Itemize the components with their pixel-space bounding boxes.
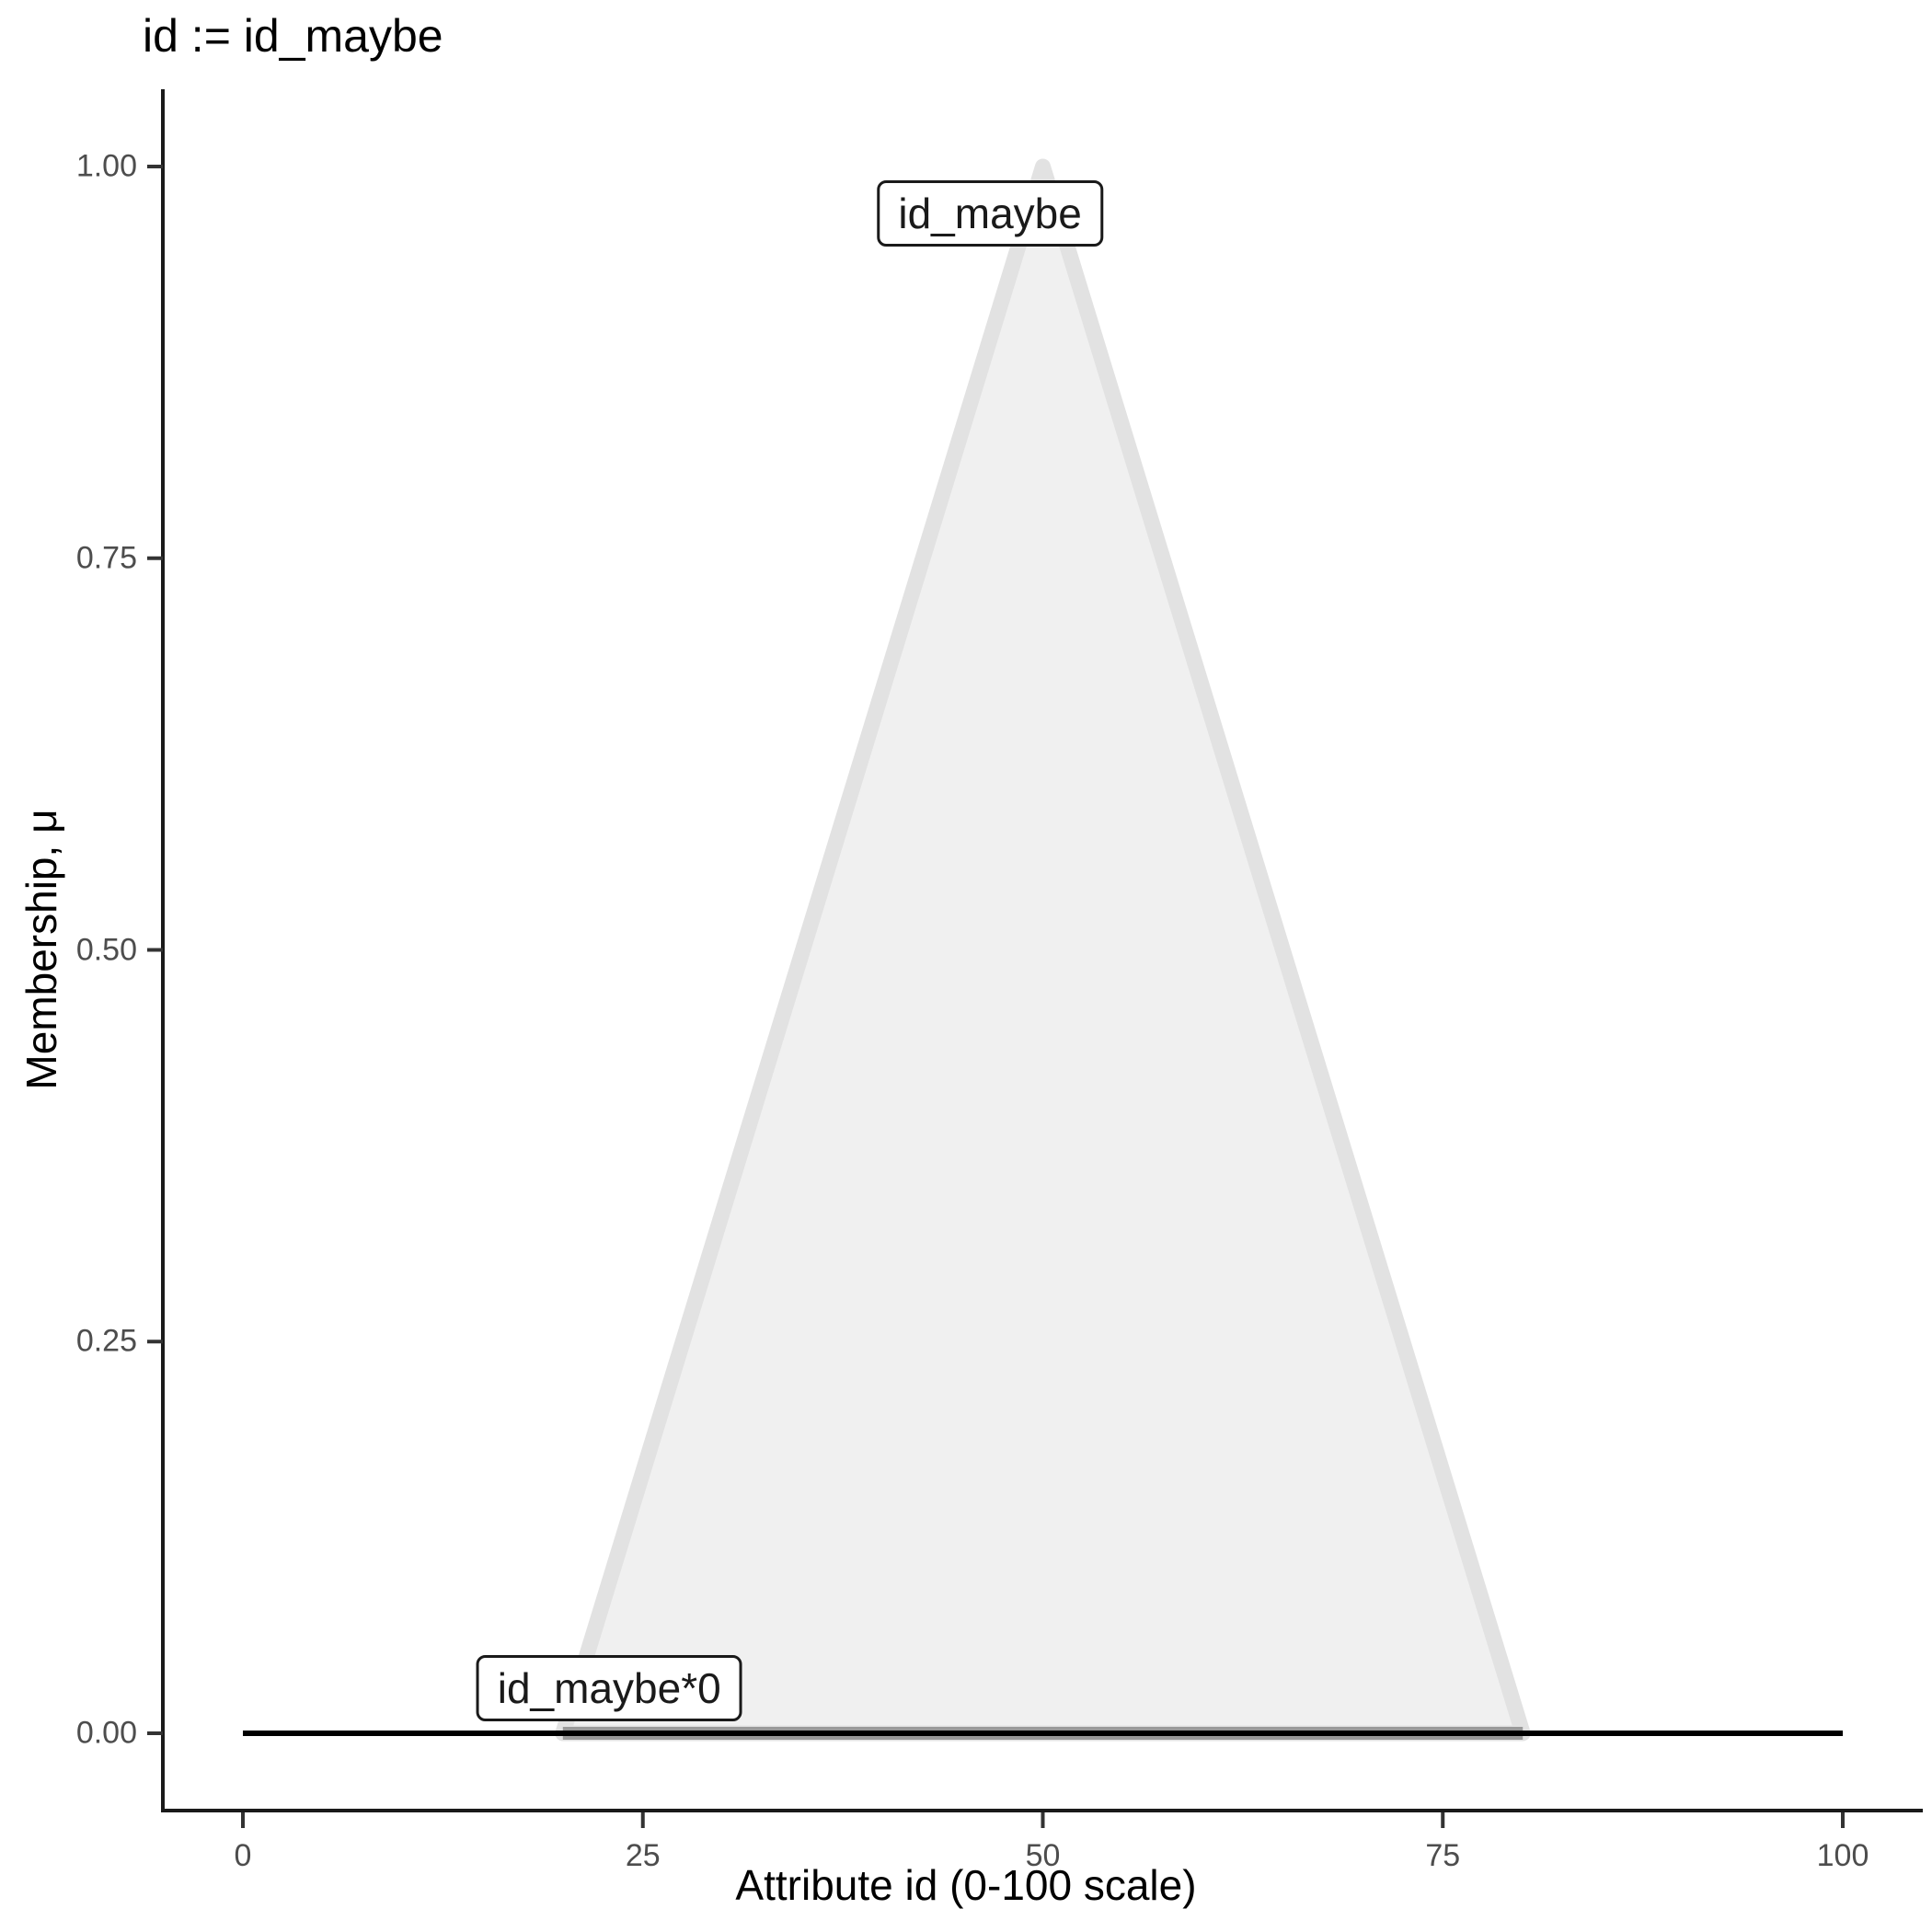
- x-tick-label: 25: [625, 1838, 661, 1873]
- x-tick-label: 50: [1025, 1838, 1061, 1873]
- y-tick-label: 0.50: [75, 932, 137, 967]
- series-label-id-maybe: id_maybe: [877, 180, 1103, 247]
- x-axis-title: Attribute id (0-100 scale): [735, 1861, 1197, 1909]
- x-tick-label: 100: [1816, 1838, 1869, 1873]
- y-axis-title-text: Membership, μ: [17, 809, 65, 1090]
- y-tick-label: 0.00: [75, 1715, 137, 1751]
- x-tick-label: 75: [1425, 1838, 1461, 1873]
- y-tick-label: 0.75: [75, 540, 137, 576]
- series-label-id-maybe-times-0: id_maybe*0: [476, 1654, 742, 1721]
- series-area-id_maybe: [555, 158, 1531, 1742]
- x-tick-label: 0: [234, 1838, 252, 1873]
- y-tick-label: 0.25: [75, 1323, 137, 1359]
- y-tick-label: 1.00: [75, 148, 137, 184]
- plot-title: id := id_maybe: [143, 10, 443, 62]
